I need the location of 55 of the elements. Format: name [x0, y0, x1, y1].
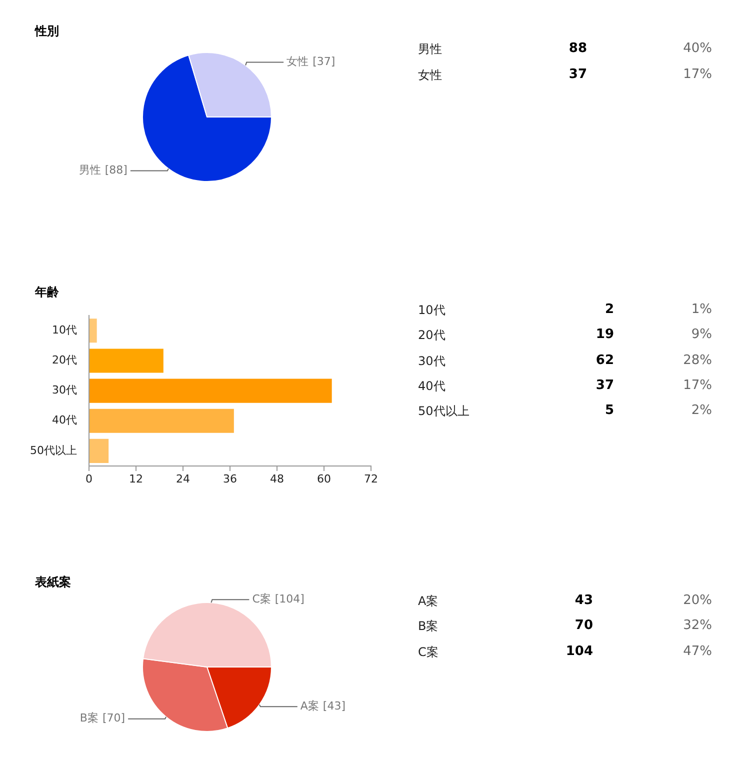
text: 32%: [683, 617, 712, 636]
y-tick-label: 40代: [52, 414, 77, 427]
y-tick-label: 10代: [52, 324, 77, 336]
text: 9%: [691, 326, 712, 344]
text: 40%: [683, 40, 712, 58]
chart-title: 性別: [35, 24, 59, 38]
text: 2%: [691, 402, 712, 420]
category-label: 20代: [418, 328, 446, 342]
data-label: [104]: [274, 592, 304, 606]
text: 5: [604, 402, 614, 420]
text: 37: [568, 66, 587, 84]
x-tick-label: 12: [129, 472, 143, 486]
x-tick-label: 36: [223, 472, 237, 486]
text: 47%: [683, 642, 712, 661]
text: 20%: [683, 592, 712, 610]
y-tick-label: 30代: [52, 384, 77, 397]
data-label: [70]: [102, 712, 126, 725]
category-label: 10代: [418, 303, 446, 317]
slice-label: 男性: [78, 164, 101, 177]
y-tick-label: 20代: [52, 354, 77, 367]
text: 2: [604, 301, 614, 319]
text: 43: [574, 592, 593, 610]
data-label: [88]: [104, 164, 128, 177]
x-tick-label: 24: [176, 472, 190, 486]
category-label: 30代: [418, 354, 446, 368]
text: B案: [418, 618, 438, 636]
category-label: 50代以上: [418, 404, 470, 418]
text: 28%: [683, 352, 712, 370]
text: 17%: [683, 376, 712, 395]
chart-title: 年齢: [35, 285, 59, 299]
text: 88: [568, 40, 587, 58]
x-tick-label: 0: [86, 472, 92, 486]
x-tick-label: 60: [317, 472, 331, 486]
text: 19: [596, 326, 614, 344]
data-label: [37]: [312, 55, 336, 68]
slice-label: A案: [300, 699, 319, 712]
text: C案: [418, 644, 438, 661]
text: 女性: [418, 66, 442, 84]
slice-label: 女性: [286, 55, 309, 68]
text: A案: [418, 593, 438, 610]
text: 男性: [418, 41, 442, 58]
x-tick-label: 72: [364, 472, 378, 486]
text: 1%: [691, 301, 712, 319]
y-tick-label: 50代以上: [30, 444, 77, 457]
slice-label: C案: [252, 592, 271, 606]
text: 70: [574, 617, 593, 636]
text: 104: [566, 642, 593, 661]
data-label: [43]: [322, 699, 346, 712]
text: 37: [596, 376, 614, 395]
slice-label: B案: [80, 712, 98, 725]
category-label: 40代: [418, 378, 446, 393]
text: 62: [596, 352, 614, 370]
chart-title: 表紙案: [35, 575, 71, 589]
text: 17%: [683, 66, 712, 84]
x-tick-label: 48: [270, 472, 284, 486]
